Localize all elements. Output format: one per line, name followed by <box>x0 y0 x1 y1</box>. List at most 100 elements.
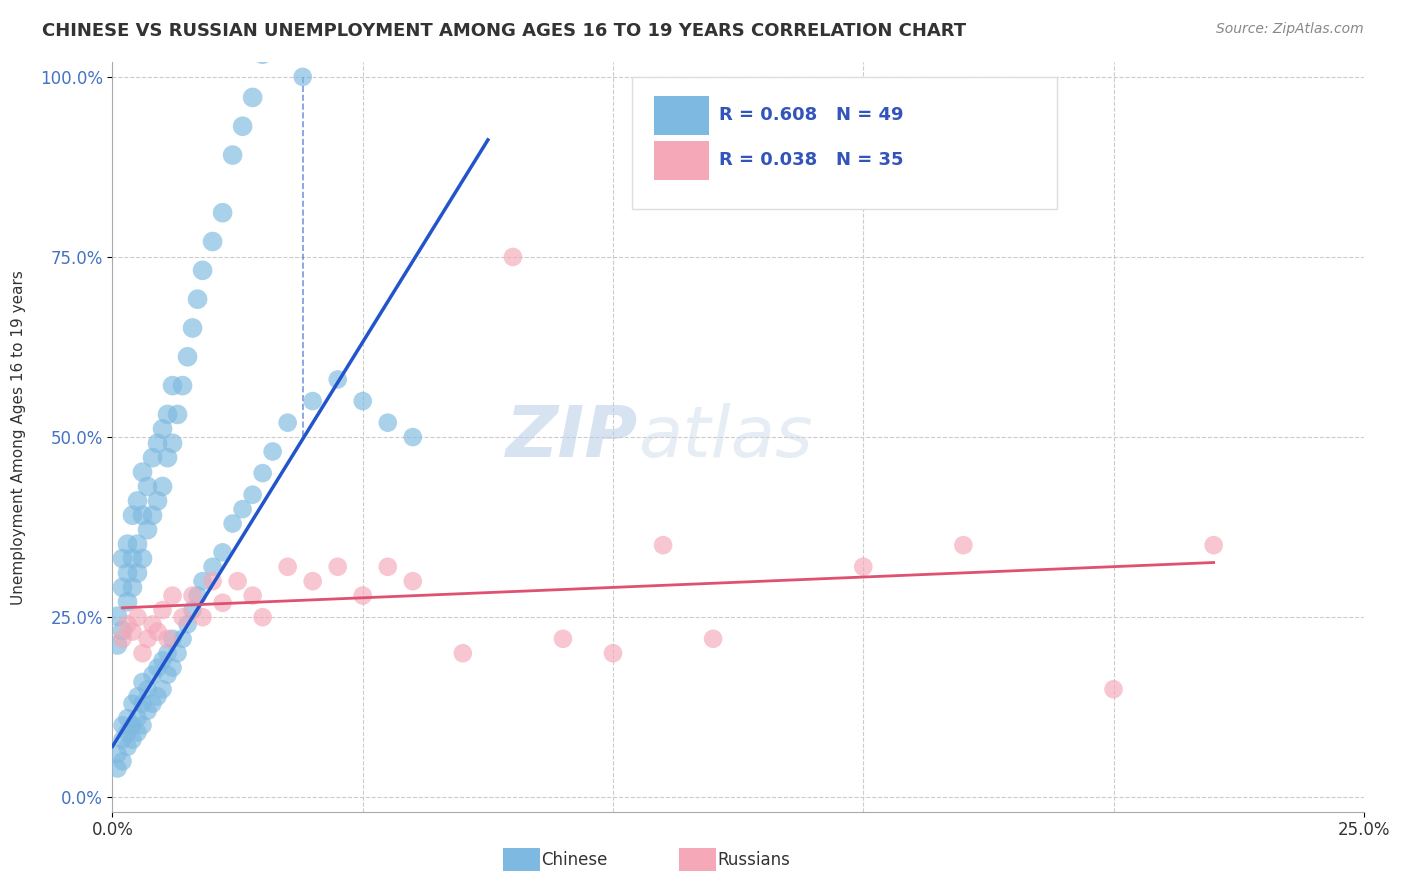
Point <box>352 394 374 409</box>
Text: Chinese: Chinese <box>541 851 607 869</box>
Point <box>181 603 204 617</box>
Point <box>252 466 274 480</box>
Text: Russians: Russians <box>717 851 790 869</box>
Point <box>131 697 153 711</box>
Point <box>326 559 349 574</box>
Point <box>172 632 194 646</box>
Point <box>121 718 143 732</box>
Text: R = 0.608   N = 49: R = 0.608 N = 49 <box>720 106 904 124</box>
Point <box>111 732 134 747</box>
Point <box>242 589 264 603</box>
Point <box>156 646 179 660</box>
Point <box>352 394 374 409</box>
Point <box>121 697 143 711</box>
Point <box>291 70 314 84</box>
Point <box>172 632 194 646</box>
Point <box>166 646 188 660</box>
Point <box>226 574 249 589</box>
Point <box>146 690 169 704</box>
Point <box>162 660 184 674</box>
Point <box>131 675 153 690</box>
Point <box>152 653 174 667</box>
Point <box>111 732 134 747</box>
Point <box>156 632 179 646</box>
Point <box>301 574 323 589</box>
Point <box>152 603 174 617</box>
Point <box>111 718 134 732</box>
Point <box>131 675 153 690</box>
Point <box>702 632 724 646</box>
Point <box>136 704 159 718</box>
Point <box>377 416 399 430</box>
Point <box>201 559 224 574</box>
Point <box>221 516 243 531</box>
Point <box>107 747 129 761</box>
Point <box>136 704 159 718</box>
Point <box>136 632 159 646</box>
Point <box>127 711 149 725</box>
Point <box>326 372 349 386</box>
Point <box>131 697 153 711</box>
Point <box>146 690 169 704</box>
Point <box>402 430 425 444</box>
Point <box>152 653 174 667</box>
Point <box>502 250 524 264</box>
Point <box>402 574 425 589</box>
Point <box>131 646 153 660</box>
Point <box>127 610 149 624</box>
Point <box>1102 682 1125 697</box>
Point <box>211 596 233 610</box>
Point <box>111 754 134 768</box>
Y-axis label: Unemployment Among Ages 16 to 19 years: Unemployment Among Ages 16 to 19 years <box>11 269 25 605</box>
FancyBboxPatch shape <box>631 78 1057 209</box>
Point <box>107 747 129 761</box>
Point <box>242 488 264 502</box>
FancyBboxPatch shape <box>654 96 710 135</box>
Point <box>172 610 194 624</box>
Point <box>117 711 139 725</box>
Point <box>156 668 179 682</box>
Point <box>181 603 204 617</box>
Point <box>191 610 214 624</box>
Point <box>301 394 323 409</box>
Point <box>191 574 214 589</box>
Point <box>121 697 143 711</box>
Point <box>301 394 323 409</box>
Point <box>111 632 134 646</box>
Point <box>156 668 179 682</box>
Point <box>252 610 274 624</box>
Point <box>187 589 209 603</box>
Point <box>127 690 149 704</box>
Point <box>602 646 624 660</box>
Point <box>121 718 143 732</box>
Point <box>117 725 139 739</box>
Point <box>146 660 169 674</box>
Point <box>277 416 299 430</box>
Point <box>131 718 153 732</box>
Point <box>252 466 274 480</box>
Point <box>162 632 184 646</box>
Point <box>141 697 163 711</box>
Point <box>146 660 169 674</box>
Text: Source: ZipAtlas.com: Source: ZipAtlas.com <box>1216 22 1364 37</box>
Point <box>952 538 974 552</box>
Point <box>121 732 143 747</box>
Point <box>146 624 169 639</box>
Point <box>277 416 299 430</box>
Point <box>187 589 209 603</box>
Point <box>402 430 425 444</box>
Point <box>201 559 224 574</box>
Point <box>107 762 129 776</box>
Point <box>141 697 163 711</box>
Point <box>277 559 299 574</box>
FancyBboxPatch shape <box>654 141 710 180</box>
Point <box>191 574 214 589</box>
Point <box>121 732 143 747</box>
Point <box>162 589 184 603</box>
Text: R = 0.038   N = 35: R = 0.038 N = 35 <box>720 151 904 169</box>
Point <box>162 632 184 646</box>
Point <box>1202 538 1225 552</box>
Point <box>136 682 159 697</box>
Point <box>551 632 574 646</box>
Point <box>221 516 243 531</box>
